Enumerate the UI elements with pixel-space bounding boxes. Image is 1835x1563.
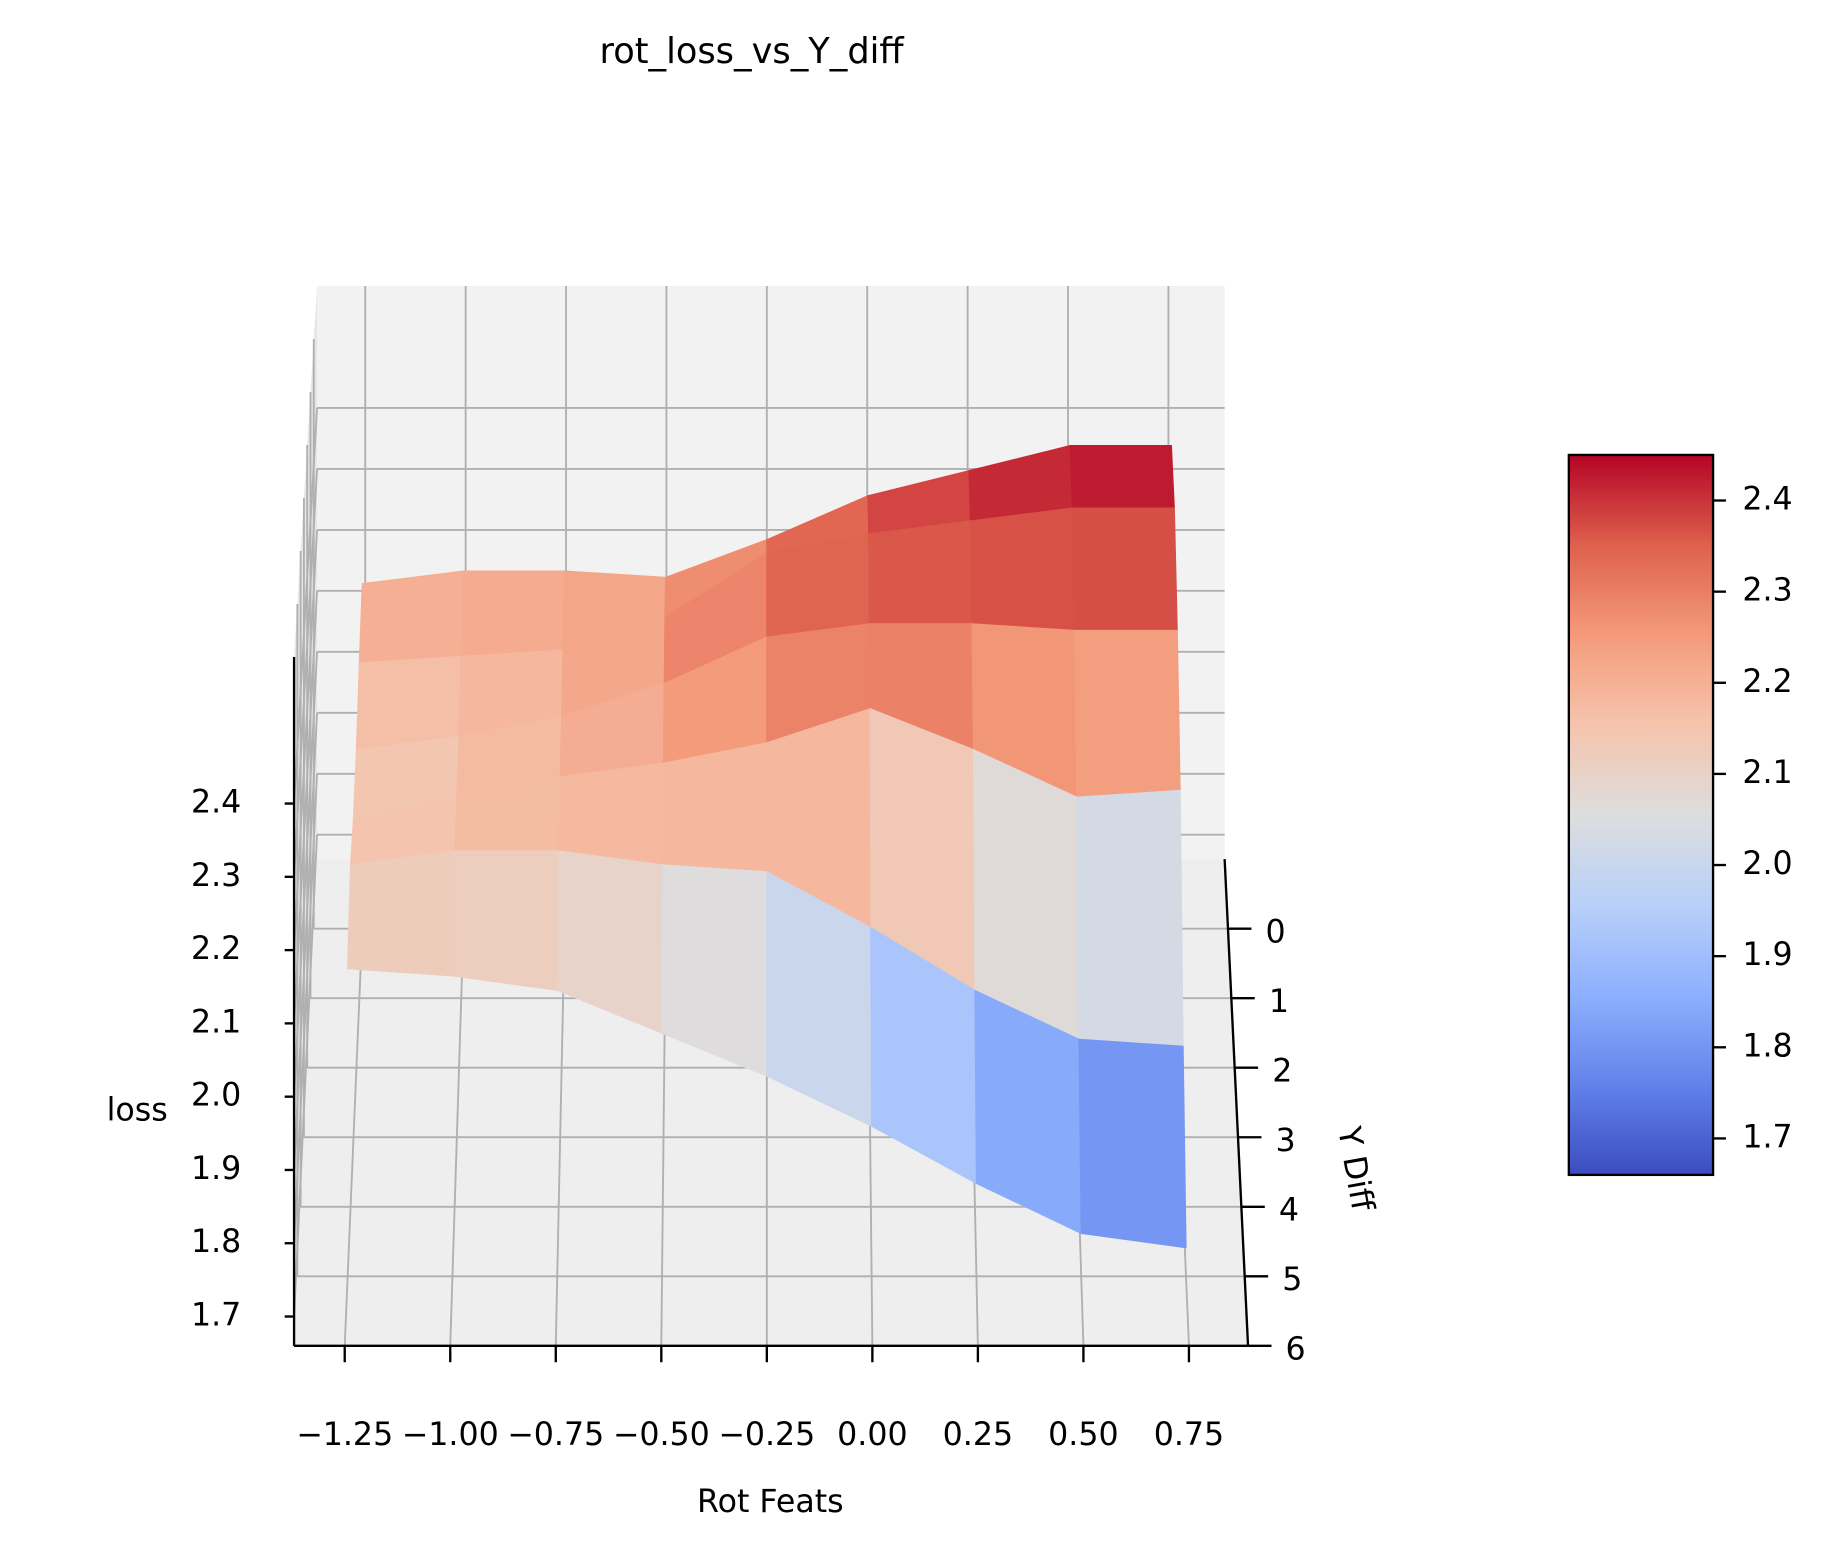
surface-face: [347, 850, 456, 977]
colorbar-tick-label: 2.2: [1742, 664, 1792, 700]
colorbar-tick-label: 1.7: [1742, 1119, 1792, 1155]
x-tick-label: 0.00: [837, 1417, 907, 1453]
surface-face: [558, 762, 665, 866]
x-tick-label: −1.00: [402, 1417, 499, 1453]
x-tick-label: −0.25: [718, 1417, 815, 1453]
colorbar-tick-label: 1.9: [1742, 937, 1792, 973]
surface-face: [1076, 789, 1184, 1047]
y-axis-label: Y Diff: [1330, 1123, 1380, 1214]
y-tick-label: 1: [1269, 984, 1289, 1020]
axes: −1.25 −1.00 −0.75 −0.50 −0.25 0.00 0.25 0.50 0.7…: [191, 656, 1306, 1453]
x-tick-label: −0.50: [613, 1417, 710, 1453]
x-tick-label: −0.75: [507, 1417, 604, 1453]
grid-line: [293, 468, 318, 877]
z-axis-label: loss: [107, 1093, 168, 1129]
surface-face: [868, 520, 973, 625]
grid-line: [293, 834, 318, 1317]
y-tick-label: 2: [1272, 1053, 1292, 1089]
x-tick-label: −1.25: [296, 1417, 393, 1453]
z-tick-label: 2.4: [191, 785, 241, 821]
y-tick-label: 3: [1276, 1123, 1296, 1159]
x-axis-label: Rot Feats: [697, 1484, 844, 1520]
surface: [347, 444, 1187, 1249]
z-tick-label: 2.0: [191, 1078, 241, 1114]
surface-face: [1069, 445, 1175, 509]
y-tick-label: 4: [1279, 1192, 1299, 1228]
colorbar-tick-label: 2.1: [1742, 755, 1792, 791]
grid-line: [293, 407, 318, 804]
surface-face: [355, 655, 462, 751]
chart-title: rot_loss_vs_Y_diff: [600, 31, 905, 72]
z-tick-label: 2.2: [191, 931, 241, 967]
grid-line: [293, 590, 318, 1024]
grid-line: [293, 529, 318, 951]
colorbar-tick-label: 2.4: [1742, 482, 1792, 518]
surface-face: [1078, 1038, 1187, 1249]
y-axis: [1223, 859, 1250, 1346]
colorbar-tick-label: 2.0: [1742, 846, 1792, 882]
surface-face: [1071, 507, 1178, 632]
colorbar: [1567, 453, 1715, 1177]
colorbar-tick-label: 2.3: [1742, 573, 1792, 609]
z-tick-label: 1.8: [191, 1224, 241, 1260]
surface-face: [972, 748, 1080, 1041]
grid-line: [293, 773, 318, 1244]
x-tick-label: 0.25: [943, 1417, 1013, 1453]
surface-face: [969, 507, 1076, 632]
y-tick-label: 5: [1282, 1262, 1302, 1298]
grid-line: [293, 651, 318, 1097]
surface-face: [358, 570, 465, 664]
z-tick-label: 1.9: [191, 1151, 241, 1187]
y-tick-label: 6: [1286, 1332, 1306, 1368]
z-tick-label: 1.7: [191, 1298, 241, 1334]
x-tick-label: 0.50: [1048, 1417, 1118, 1453]
surface-face: [451, 850, 560, 991]
y-tick-label: 0: [1266, 914, 1286, 950]
colorbar-tick-label: 1.8: [1742, 1028, 1792, 1064]
x-tick-label: 0.75: [1154, 1417, 1224, 1453]
surface-face: [662, 742, 768, 873]
z-tick-label: 2.1: [191, 1004, 241, 1040]
surface-face: [460, 570, 566, 658]
grid-line: [293, 712, 318, 1171]
z-tick-label: 2.3: [191, 858, 241, 894]
surface-face: [1074, 629, 1181, 798]
